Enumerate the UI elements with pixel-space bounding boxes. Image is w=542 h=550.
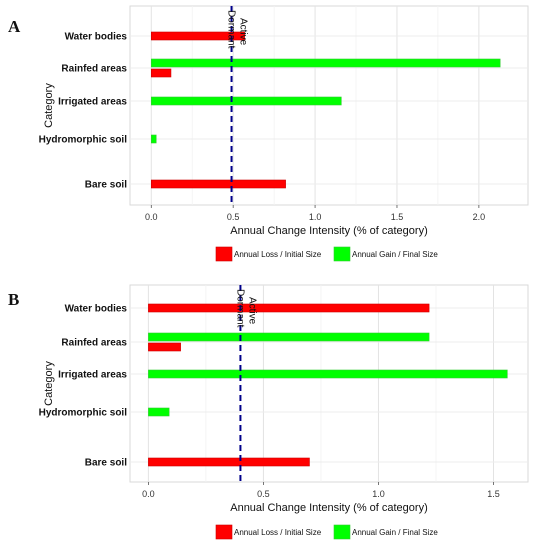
panel-b-x-axis-title: Annual Change Intensity (% of category) (230, 502, 428, 514)
panel-b-annotation-dormant: Dormant (234, 289, 245, 328)
panel-a-loss-bar (150, 68, 172, 78)
panel-b-gain-bar (148, 407, 170, 417)
panel-b-loss-bar (148, 303, 430, 313)
panel-b-category-label: Hydromorphic soil (39, 408, 128, 419)
panel-b-x-tick-label: 1.5 (487, 489, 500, 499)
panel-b-letter: B (8, 290, 19, 309)
panel-a-letter: A (8, 17, 21, 36)
panel-b-plot-area (129, 284, 529, 483)
panel-b-annotation-active: Active (246, 297, 257, 325)
panel-b-gain-bar (148, 369, 508, 379)
panel-a-x-tick-label: 2.0 (473, 212, 486, 222)
panel-a-legend-swatch-gain (333, 246, 351, 262)
panel-b-legend-swatch-gain (333, 524, 351, 540)
panel-a-legend-label-gain: Annual Gain / Final Size (352, 250, 438, 259)
panel-a-y-axis-title: Category (43, 83, 55, 128)
panel-b-legend-label-loss: Annual Loss / Initial Size (234, 528, 322, 537)
panel-a-x-axis-title: Annual Change Intensity (% of category) (230, 225, 428, 237)
panel-b-loss-bar (148, 342, 181, 352)
panel-b-gain-bar (148, 332, 430, 342)
panel-b-y-axis-title: Category (43, 361, 55, 406)
panel-a-category-label: Bare soil (85, 180, 127, 191)
panel-a-gain-bar (150, 134, 157, 144)
panel-a-category-label: Water bodies (65, 32, 128, 43)
panel-b-x-tick-label: 0.5 (257, 489, 270, 499)
panel-b-category-label: Bare soil (85, 458, 127, 469)
panel-a-annotation-dormant: Dormant (226, 10, 237, 49)
panel-b-x-tick-label: 1.0 (372, 489, 385, 499)
panel-a-legend-swatch-loss (215, 246, 233, 262)
panel-a-x-tick-label: 0.0 (145, 212, 158, 222)
panel-a-gain-bar (150, 96, 342, 106)
panel-a-gain-bar (150, 58, 501, 68)
panel-a-annotation-active: Active (238, 18, 249, 46)
panel-a-category-label: Hydromorphic soil (39, 135, 128, 146)
panel-a-loss-bar (150, 31, 245, 41)
panel-a-loss-bar (150, 179, 286, 189)
panel-a-category-label: Irrigated areas (58, 97, 127, 108)
panel-a-category-label: Rainfed areas (61, 64, 127, 75)
panel-b-category-label: Rainfed areas (61, 338, 127, 349)
panel-b-legend-label-gain: Annual Gain / Final Size (352, 528, 438, 537)
panel-b-x-tick-label: 0.0 (142, 489, 155, 499)
panel-a-x-tick-label: 0.5 (227, 212, 240, 222)
panel-a-x-tick-label: 1.0 (309, 212, 322, 222)
panel-b-loss-bar (148, 457, 310, 467)
panel-b-category-label: Water bodies (65, 304, 128, 315)
panel-b-legend-swatch-loss (215, 524, 233, 540)
panel-b-category-label: Irrigated areas (58, 370, 127, 381)
panel-a-legend-label-loss: Annual Loss / Initial Size (234, 250, 322, 259)
panel-a-x-tick-label: 1.5 (391, 212, 404, 222)
